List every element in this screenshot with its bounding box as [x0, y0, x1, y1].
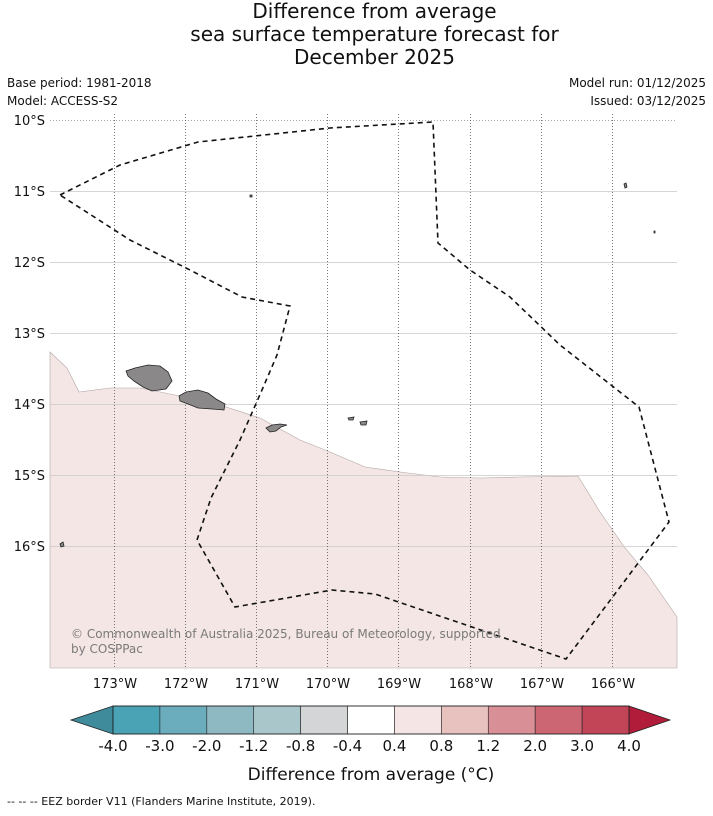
colorbar-segment — [394, 705, 442, 735]
colorbar-segment — [112, 705, 161, 735]
lat-label-12s: 12°S — [14, 256, 45, 271]
colorbar-segment — [581, 705, 630, 735]
longitude-gridlines — [114, 114, 613, 668]
colorbar-high-extend — [628, 705, 672, 735]
meta-right: Model run: 01/12/2025 Issued: 03/12/2025 — [569, 74, 706, 110]
colorbar-segment — [300, 705, 348, 735]
title-line-2: sea surface temperature forecast for — [190, 22, 559, 46]
island-small-2 — [359, 420, 368, 426]
colorbar-tick-label: 0.8 — [429, 737, 453, 755]
colorbar-low-extend — [69, 705, 114, 735]
lon-label-167w: 167°W — [520, 677, 564, 692]
model-name: Model: ACCESS-S2 — [7, 94, 119, 108]
island-small-5 — [653, 230, 656, 234]
colorbar-segment — [253, 705, 301, 735]
colorbar-outline — [112, 705, 630, 735]
lat-label-16s: 16°S — [14, 540, 45, 555]
colorbar-segment — [347, 705, 395, 735]
lat-label-14s: 14°S — [14, 398, 45, 413]
lon-label-166w: 166°W — [591, 677, 635, 692]
lat-label-13s: 13°S — [14, 327, 45, 342]
colorbar-tick-label: 2.0 — [523, 737, 547, 755]
lon-label-172w: 172°W — [164, 677, 208, 692]
lon-label-173w: 173°W — [93, 677, 137, 692]
island-small-3 — [249, 194, 253, 198]
colorbar-segment — [159, 705, 208, 735]
eez-border — [58, 121, 670, 660]
island-upolu — [178, 389, 226, 411]
lon-label-169w: 169°W — [377, 677, 421, 692]
latitude-labels: 10°S 11°S 12°S 13°S 14°S 15°S 16°S — [14, 114, 45, 555]
issued-date: Issued: 03/12/2025 — [590, 94, 706, 108]
colorbar-segment — [206, 705, 255, 735]
colorbar-segment — [441, 705, 489, 735]
colorbar-tick-label: 4.0 — [617, 737, 641, 755]
island-small-1 — [347, 416, 355, 421]
sst-anomaly-region — [49, 351, 678, 669]
meta-left: Base period: 1981-2018 Model: ACCESS-S2 — [7, 74, 152, 110]
copyright-notice: © Commonwealth of Australia 2025, Bureau… — [71, 627, 501, 656]
colorbar-tick-label: -4.0 — [98, 737, 127, 755]
colorbar: -4.0 -3.0 -2.0 -1.2 -0.8 -0.4 0.4 0.8 1.2 2.0 3.0 4… — [69, 705, 672, 785]
colorbar-segments — [112, 705, 630, 735]
colorbar-ticks: -4.0 -3.0 -2.0 -1.2 -0.8 -0.4 0.4 0.8 1.2 2.0 3.0 4… — [98, 737, 641, 755]
lon-label-170w: 170°W — [306, 677, 350, 692]
colorbar-tick-label: 3.0 — [570, 737, 594, 755]
island-small-6 — [59, 541, 65, 548]
eez-legend-note: -- -- -- EEZ border V11 (Flanders Marine… — [7, 795, 316, 808]
lat-label-15s: 15°S — [14, 469, 45, 484]
map-title: Difference from average sea surface temp… — [0, 0, 713, 69]
lon-label-168w: 168°W — [449, 677, 493, 692]
colorbar-tick-label: 1.2 — [476, 737, 500, 755]
colorbar-tick-label: -0.8 — [286, 737, 315, 755]
model-run: Model run: 01/12/2025 — [568, 76, 706, 90]
colorbar-tick-label: 0.4 — [383, 737, 407, 755]
latitude-gridlines — [50, 120, 677, 547]
colorbar-segment — [487, 705, 536, 735]
lat-label-11s: 11°S — [14, 185, 45, 200]
colorbar-tick-label: -0.4 — [333, 737, 362, 755]
copyright-line-1: © Commonwealth of Australia 2025, Bureau… — [71, 627, 501, 641]
copyright-line-2: by COSPPac — [71, 642, 143, 656]
longitude-labels: 173°W 172°W 171°W 170°W 169°W 168°W 167°… — [93, 677, 635, 692]
island-savaii — [125, 364, 173, 392]
lat-label-10s: 10°S — [14, 114, 45, 129]
island-tutuila — [265, 423, 288, 433]
colorbar-tick-label: -3.0 — [145, 737, 174, 755]
title-line-1: Difference from average — [252, 0, 497, 23]
colorbar-tick-label: -1.2 — [239, 737, 268, 755]
land-masses — [59, 182, 656, 548]
colorbar-segment — [534, 705, 583, 735]
island-small-4 — [623, 182, 628, 189]
title-line-3: December 2025 — [294, 45, 455, 69]
lon-label-171w: 171°W — [235, 677, 279, 692]
colorbar-label: Difference from average (°C) — [248, 765, 495, 785]
base-period: Base period: 1981-2018 — [7, 76, 152, 90]
colorbar-tick-label: -2.0 — [192, 737, 221, 755]
